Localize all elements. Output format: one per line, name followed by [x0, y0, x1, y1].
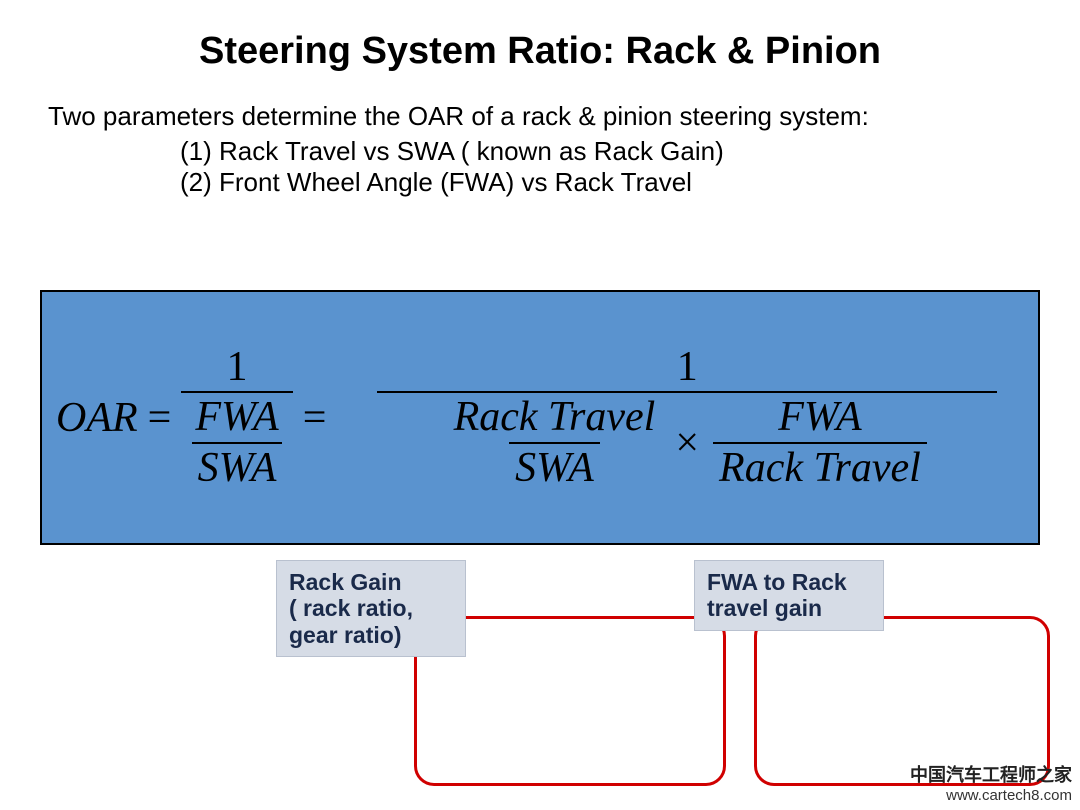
times-symbol: × [661, 421, 713, 465]
inner-frac-fwa-swa: FWA SWA [189, 395, 284, 489]
equals-1: = [138, 394, 182, 442]
watermark-cn: 中国汽车工程师之家 [910, 761, 1072, 787]
slide: Steering System Ratio: Rack & Pinion Two… [0, 0, 1080, 810]
numerator-1: 1 [181, 345, 292, 391]
term-b-den: Rack Travel [713, 442, 927, 490]
term-a: Rack Travel SWA [448, 395, 662, 489]
fraction-2: 1 Rack Travel SWA × FWA Rack Travel [336, 345, 1038, 489]
watermark: 中国汽车工程师之家 www.cartech8.com [910, 761, 1072, 804]
equation: OAR = 1 FWA SWA = 1 Rack Travel SWA [42, 292, 1038, 543]
term-b-num: FWA [772, 395, 867, 441]
term-a-num: Rack Travel [448, 395, 662, 441]
equals-2: = [293, 394, 337, 442]
caption-fwa-gain: FWA to Rack travel gain [694, 560, 884, 631]
caption-rack-gain: Rack Gain( rack ratio, gear ratio) [276, 560, 466, 657]
term-b: FWA Rack Travel [713, 395, 927, 489]
denominator-1: FWA SWA [181, 391, 292, 489]
intro-text: Two parameters determine the OAR of a ra… [48, 101, 1040, 132]
term-a-den: SWA [509, 442, 600, 490]
fraction-1: 1 FWA SWA [181, 345, 292, 489]
inner-num-fwa: FWA [189, 395, 284, 441]
param-1: (1) Rack Travel vs SWA ( known as Rack G… [180, 136, 1040, 167]
denominator-2: Rack Travel SWA × FWA Rack Travel [377, 391, 997, 489]
eq-lhs: OAR [56, 394, 138, 442]
param-2: (2) Front Wheel Angle (FWA) vs Rack Trav… [180, 167, 1040, 198]
inner-den-swa: SWA [192, 442, 283, 490]
watermark-url: www.cartech8.com [910, 787, 1072, 804]
numerator-2: 1 [377, 345, 997, 391]
equation-box: OAR = 1 FWA SWA = 1 Rack Travel SWA [40, 290, 1040, 545]
slide-title: Steering System Ratio: Rack & Pinion [40, 30, 1040, 73]
